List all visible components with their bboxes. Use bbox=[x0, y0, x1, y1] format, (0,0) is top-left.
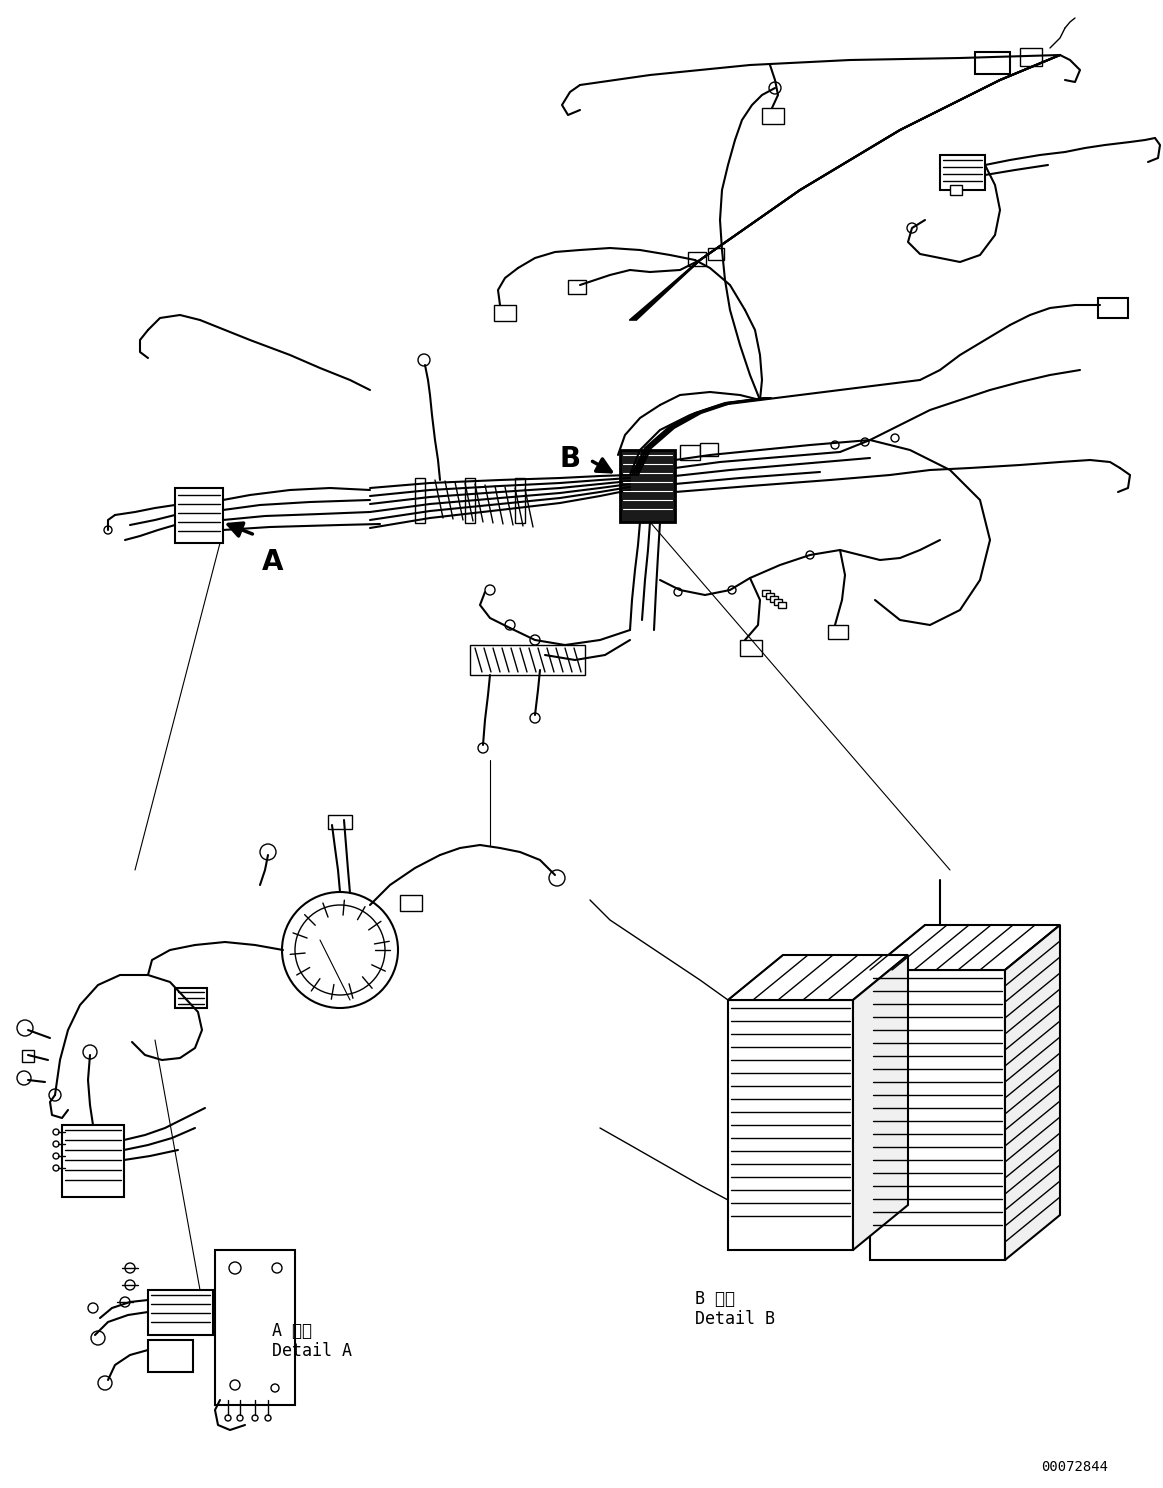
Polygon shape bbox=[728, 955, 908, 1000]
Bar bbox=[620, 449, 675, 522]
Text: Detail A: Detail A bbox=[272, 1342, 352, 1360]
Bar bbox=[470, 644, 585, 676]
Bar bbox=[148, 1341, 193, 1372]
Bar bbox=[515, 478, 525, 522]
Bar bbox=[762, 591, 770, 597]
Bar bbox=[700, 443, 718, 455]
Bar bbox=[778, 603, 786, 609]
Bar bbox=[708, 248, 725, 260]
Bar bbox=[400, 894, 422, 911]
Text: A: A bbox=[262, 548, 284, 576]
Bar bbox=[22, 1051, 34, 1062]
Polygon shape bbox=[1005, 926, 1059, 1260]
Bar bbox=[174, 988, 207, 1007]
Bar bbox=[828, 625, 848, 638]
Bar bbox=[148, 1290, 213, 1335]
Text: Detail B: Detail B bbox=[695, 1309, 775, 1327]
Text: B: B bbox=[561, 445, 582, 473]
Bar bbox=[465, 478, 475, 522]
Bar bbox=[174, 488, 223, 543]
Bar bbox=[766, 594, 775, 600]
Bar bbox=[494, 305, 516, 321]
Bar bbox=[680, 445, 700, 460]
Text: A 詳細: A 詳細 bbox=[272, 1321, 312, 1341]
Bar bbox=[775, 600, 782, 606]
Bar bbox=[728, 1000, 852, 1250]
Bar bbox=[415, 478, 424, 522]
Text: B 詳細: B 詳細 bbox=[695, 1290, 735, 1308]
Polygon shape bbox=[870, 926, 1059, 970]
Bar bbox=[950, 185, 962, 195]
Bar bbox=[940, 155, 985, 190]
Bar bbox=[688, 251, 706, 266]
Bar bbox=[975, 52, 1009, 74]
Bar bbox=[762, 109, 784, 124]
Polygon shape bbox=[852, 955, 908, 1250]
Text: 00072844: 00072844 bbox=[1041, 1460, 1108, 1475]
Bar bbox=[740, 640, 762, 656]
Bar bbox=[215, 1250, 295, 1405]
Bar bbox=[1098, 298, 1128, 318]
Bar bbox=[1020, 48, 1042, 65]
Bar bbox=[770, 597, 778, 603]
Bar bbox=[870, 970, 1005, 1260]
Bar bbox=[568, 280, 586, 295]
Bar bbox=[328, 815, 352, 829]
Bar bbox=[62, 1125, 124, 1196]
